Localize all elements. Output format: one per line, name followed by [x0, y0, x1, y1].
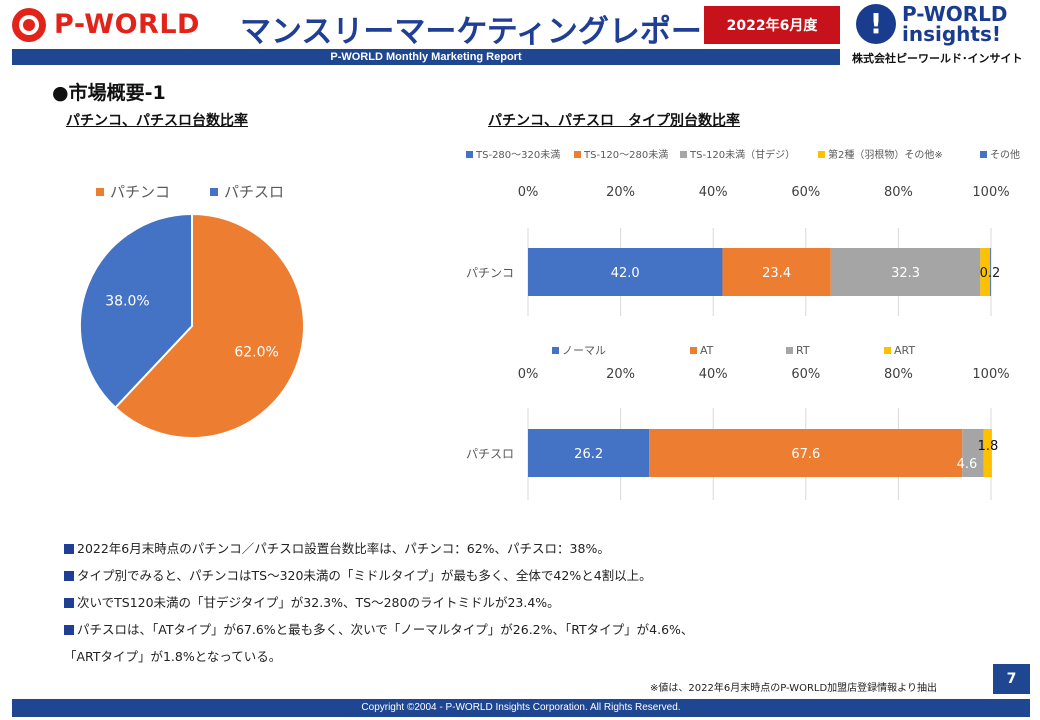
category-label: パチンコ	[466, 266, 514, 280]
pie-chart: パチンコ パチスロ 62.0% 38.0%	[60, 170, 350, 460]
bar-data-label: 67.6	[791, 447, 820, 462]
section-heading: ●市場概要-1	[52, 78, 166, 105]
bar-legend-swatch	[574, 151, 581, 158]
x-tick-label: 20%	[606, 185, 635, 200]
x-tick-label: 40%	[699, 185, 728, 200]
bullet-square-icon	[64, 598, 74, 608]
pachinko-bar-chart: TS-280～320未満 TS-120～280未満 TS-120未満（甘デジ） 第2種…	[466, 148, 1020, 316]
bar-data-label: 26.2	[574, 447, 603, 462]
bar-data-label: 23.4	[762, 266, 791, 281]
insights-logo-line2: insights!	[902, 22, 1001, 46]
bar-data-label: 32.3	[891, 266, 920, 281]
x-tick-label: 20%	[606, 367, 635, 382]
bar-chart-heading: パチンコ、パチスロ タイプ別台数比率	[488, 110, 740, 130]
bar-data-label: 4.6	[957, 457, 978, 472]
x-tick-label: 0%	[518, 185, 539, 200]
p-world-logo: P-WORLD	[12, 8, 212, 44]
stacked-bar-charts: TS-280～320未満 TS-120～280未満 TS-120未満（甘デジ） 第2種…	[440, 140, 1030, 520]
bullet-line: 「ARTタイプ」が1.8%となっている。	[64, 650, 994, 677]
bar-legend-label: TS-120～280未満	[583, 149, 668, 161]
bullet-line: 2022年6月末時点のパチンコ／パチスロ設置台数比率は、パチンコ：62%、パチス…	[64, 542, 994, 569]
bar-legend-label: ノーマル	[562, 344, 606, 357]
x-tick-label: 100%	[972, 185, 1009, 200]
x-tick-label: 80%	[884, 185, 913, 200]
page-number: 7	[993, 664, 1030, 694]
pie-slices	[80, 214, 304, 438]
x-tick-label: 60%	[791, 185, 820, 200]
bar-legend-label: TS-280～320未満	[475, 149, 560, 161]
x-tick-label: 60%	[791, 367, 820, 382]
x-tick-label: 40%	[699, 367, 728, 382]
exclamation-logo-icon: !	[856, 4, 896, 44]
bar-legend-swatch	[552, 347, 559, 354]
category-label: パチスロ	[466, 447, 514, 461]
bar-legend-label: ART	[894, 344, 915, 357]
summary-bullets: 2022年6月末時点のパチンコ／パチスロ設置台数比率は、パチンコ：62%、パチス…	[64, 542, 994, 677]
p-world-insights-logo: ! P-WORLD insights! 株式会社ピーワールド･インサイト	[852, 4, 1032, 66]
bar-legend-label: AT	[700, 344, 714, 357]
p-world-logo-icon	[12, 8, 46, 42]
pie-data-label: 62.0%	[234, 345, 278, 361]
bar-legend-label: その他	[990, 148, 1020, 161]
bullet-line: タイプ別でみると、パチンコはTS～320未満の「ミドルタイプ」が最も多く、全体で…	[64, 569, 994, 596]
bar-legend-swatch	[680, 151, 687, 158]
bar-legend-label: 第2種（羽根物）その他※	[828, 148, 943, 161]
report-title: マンスリーマーケティングレポート	[240, 6, 733, 51]
pie-legend-swatch	[96, 188, 104, 196]
bar-legend-swatch	[884, 347, 891, 354]
pie-legend: パチンコ パチスロ	[96, 183, 284, 201]
bullet-line: パチスロは、「ATタイプ」が67.6%と最も多く、次いで「ノーマルタイプ」が26…	[64, 623, 994, 650]
p-world-logo-text: P-WORLD	[54, 9, 200, 40]
bar-legend-swatch	[466, 151, 473, 158]
x-tick-label: 100%	[972, 367, 1009, 382]
bullet-square-icon	[64, 571, 74, 581]
date-badge: 2022年6月度	[704, 6, 840, 44]
x-tick-label: 80%	[884, 367, 913, 382]
pie-legend-label: パチンコ	[110, 183, 170, 201]
bar-legend-swatch	[980, 151, 987, 158]
bar-legend-swatch	[690, 347, 697, 354]
bar-data-label: 0.2	[980, 266, 1001, 281]
bullet-square-icon	[64, 544, 74, 554]
pie-legend-swatch	[210, 188, 218, 196]
pie-data-label: 38.0%	[105, 293, 149, 309]
copyright-footer: Copyright ©2004 - P-WORLD Insights Corpo…	[12, 699, 1030, 717]
bullet-line: 次いでTS120未満の「甘デジタイプ」が32.3%、TS～280のライトミドルが…	[64, 596, 994, 623]
bar-data-label: 42.0	[611, 266, 640, 281]
pachislot-bar-chart: ノーマル AT RT ART 0% 20% 40% 60% 80% 100% パチスロ 26.2 67.…	[466, 344, 1010, 500]
pie-chart-heading: パチンコ、パチスロ台数比率	[66, 110, 248, 130]
bar-legend-label: TS-120未満（甘デジ）	[689, 148, 795, 161]
x-tick-label: 0%	[518, 367, 539, 382]
report-subtitle-bar: P-WORLD Monthly Marketing Report	[12, 49, 840, 65]
pie-legend-label: パチスロ	[224, 183, 284, 201]
bar-legend-swatch	[786, 347, 793, 354]
bullet-square-icon	[64, 625, 74, 635]
bar-legend-label: RT	[796, 344, 810, 357]
bar-legend-swatch	[818, 151, 825, 158]
bar-data-label: 1.8	[978, 439, 999, 454]
company-name: 株式会社ピーワールド･インサイト	[852, 50, 1023, 66]
data-source-footnote: ※値は、2022年6月末時点のP-WORLD加盟店登録情報より抽出	[650, 679, 937, 694]
